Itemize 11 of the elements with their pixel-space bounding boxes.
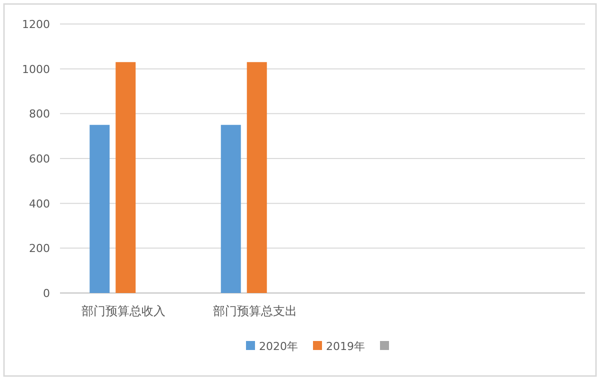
x-tick-label: 部门预算总收入 <box>82 304 166 318</box>
y-tick-label: 800 <box>29 108 50 121</box>
y-tick-label: 200 <box>29 242 50 256</box>
y-tick-label: 0 <box>43 287 50 300</box>
y-tick-label: 1200 <box>22 18 50 31</box>
y-tick-label: 400 <box>29 197 50 210</box>
x-tick-label: 部门预算总支出 <box>212 304 297 318</box>
y-tick-label: 600 <box>29 152 50 166</box>
legend-label: 2020年 <box>259 340 298 353</box>
y-tick-label: 1000 <box>22 62 50 76</box>
legend-label: 2019年 <box>326 340 365 353</box>
